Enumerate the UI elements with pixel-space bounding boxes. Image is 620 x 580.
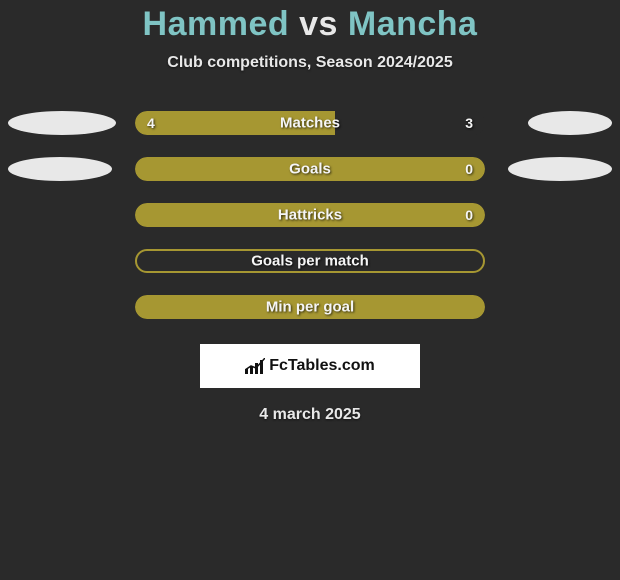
stat-value-right: 0 bbox=[465, 161, 473, 177]
stat-row: Matches 4 3 bbox=[0, 100, 620, 146]
player1-name: Hammed bbox=[143, 5, 290, 43]
chart-icon bbox=[245, 358, 265, 374]
date-label: 4 march 2025 bbox=[0, 406, 620, 424]
player2-name: Mancha bbox=[348, 5, 478, 43]
stat-bar: Min per goal bbox=[135, 295, 485, 319]
stat-row: Min per goal bbox=[0, 284, 620, 330]
stat-bar: Goals per match bbox=[135, 249, 485, 273]
page-title: Hammed vs Mancha bbox=[0, 5, 620, 44]
proportion-ellipse-right bbox=[508, 157, 612, 181]
stats-list: Matches 4 3 Goals 0 Hattricks 0 Goals per match… bbox=[0, 100, 620, 330]
source-logo: FcTables.com bbox=[200, 344, 420, 388]
stat-bar: Matches 4 3 bbox=[135, 111, 485, 135]
subtitle: Club competitions, Season 2024/2025 bbox=[0, 54, 620, 72]
stat-row: Goals 0 bbox=[0, 146, 620, 192]
stat-value-right: 3 bbox=[465, 115, 473, 131]
stat-label: Matches bbox=[280, 115, 340, 132]
stat-bar: Hattricks 0 bbox=[135, 203, 485, 227]
stat-label: Min per goal bbox=[266, 299, 354, 316]
title-vs: vs bbox=[299, 5, 338, 43]
stat-value-right: 0 bbox=[465, 207, 473, 223]
stat-row: Goals per match bbox=[0, 238, 620, 284]
stat-label: Hattricks bbox=[278, 207, 342, 224]
proportion-ellipse-left bbox=[8, 111, 116, 135]
comparison-infographic: Hammed vs Mancha Club competitions, Seas… bbox=[0, 0, 620, 424]
stat-row: Hattricks 0 bbox=[0, 192, 620, 238]
stat-label: Goals bbox=[289, 161, 331, 178]
proportion-ellipse-right bbox=[528, 111, 612, 135]
stat-label: Goals per match bbox=[251, 253, 369, 270]
stat-value-left: 4 bbox=[147, 115, 155, 131]
proportion-ellipse-left bbox=[8, 157, 112, 181]
stat-bar: Goals 0 bbox=[135, 157, 485, 181]
logo-text: FcTables.com bbox=[269, 357, 375, 375]
